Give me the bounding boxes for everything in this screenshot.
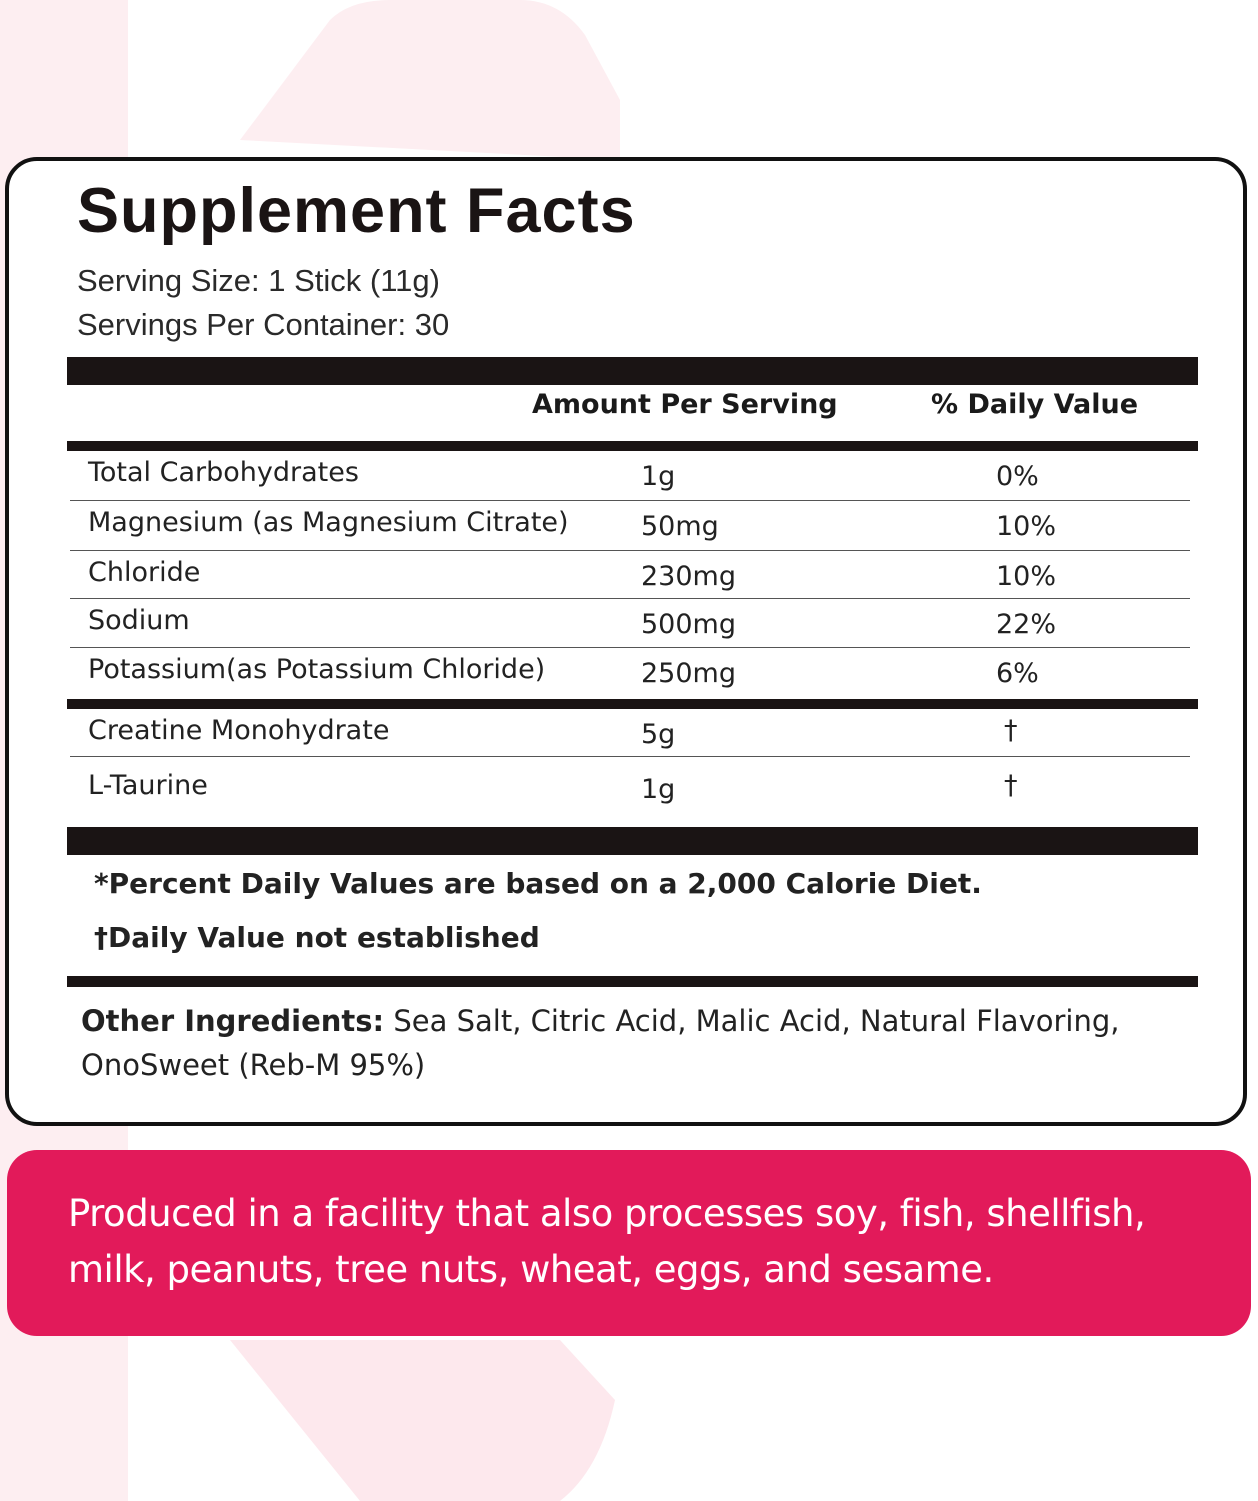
nutrient-name: Sodium [88,605,190,636]
dagger-symbol: † [1004,770,1018,801]
ingredient-name: Creatine Monohydrate [88,715,390,746]
table-row: Magnesium (as Magnesium Citrate) 50mg 10… [70,501,1190,551]
row-divider [70,499,1190,501]
nutrient-amount: 250mg [641,658,736,689]
nutrient-name: Total Carbohydrates [88,457,359,488]
nutrient-daily-value: 22% [996,609,1057,640]
other-ingredients: Other Ingredients: Sea Salt, Citric Acid… [81,999,1201,1087]
nutrient-name: Chloride [88,557,201,588]
nutrient-amount: 500mg [641,609,736,640]
nutrient-daily-value: 10% [996,511,1057,542]
row-divider [70,549,1190,551]
table-row: Sodium 500mg 22% [70,599,1190,648]
nutrient-daily-value: 0% [996,461,1039,492]
table-row: Potassium(as Potassium Chloride) 250mg 6… [70,648,1190,698]
nutrient-amount: 1g [641,461,676,492]
footer-bar [67,976,1198,987]
nutrient-name: Potassium(as Potassium Chloride) [88,654,546,685]
supplement-facts-panel: Supplement Facts Serving Size: 1 Stick (… [5,157,1247,1126]
header-bar [67,441,1198,451]
row-divider [70,755,1190,757]
footnote-percent: *Percent Daily Values are based on a 2,0… [94,867,982,900]
table-row: Chloride 230mg 10% [70,551,1190,599]
col-header-daily-value: % Daily Value [931,389,1139,420]
serving-size: Serving Size: 1 Stick (11g) [77,263,440,298]
other-ingredients-text: Sea Salt, Citric Acid, Malic Acid, Natur… [81,1004,1120,1082]
bottom-thick-bar [67,827,1198,855]
servings-per-container: Servings Per Container: 30 [77,307,450,342]
nutrient-amount: 50mg [641,511,719,542]
allergen-text: Produced in a facility that also process… [68,1192,1146,1291]
nutrient-name: Magnesium (as Magnesium Citrate) [88,507,569,538]
ingredient-name: L-Taurine [88,770,208,801]
table-row: Total Carbohydrates 1g 0% [70,451,1190,501]
table-row: Creatine Monohydrate 5g † [70,709,1190,757]
nutrient-daily-value: 10% [996,561,1057,592]
ingredient-amount: 1g [641,774,676,805]
table-row: L-Taurine 1g † [70,764,1190,812]
nutrient-amount: 230mg [641,561,736,592]
row-divider [70,646,1190,648]
ingredient-amount: 5g [641,719,676,750]
dagger-symbol: † [1004,715,1018,746]
col-header-amount: Amount Per Serving [532,389,838,420]
other-ingredients-label: Other Ingredients: [81,1004,385,1038]
allergen-banner: Produced in a facility that also process… [7,1150,1251,1336]
nutrient-daily-value: 6% [996,658,1039,689]
section-bar [67,699,1198,709]
footnote-dagger: †Daily Value not established [94,921,540,954]
top-thick-bar [67,357,1198,385]
facts-title: Supplement Facts [77,176,636,246]
row-divider [70,597,1190,599]
